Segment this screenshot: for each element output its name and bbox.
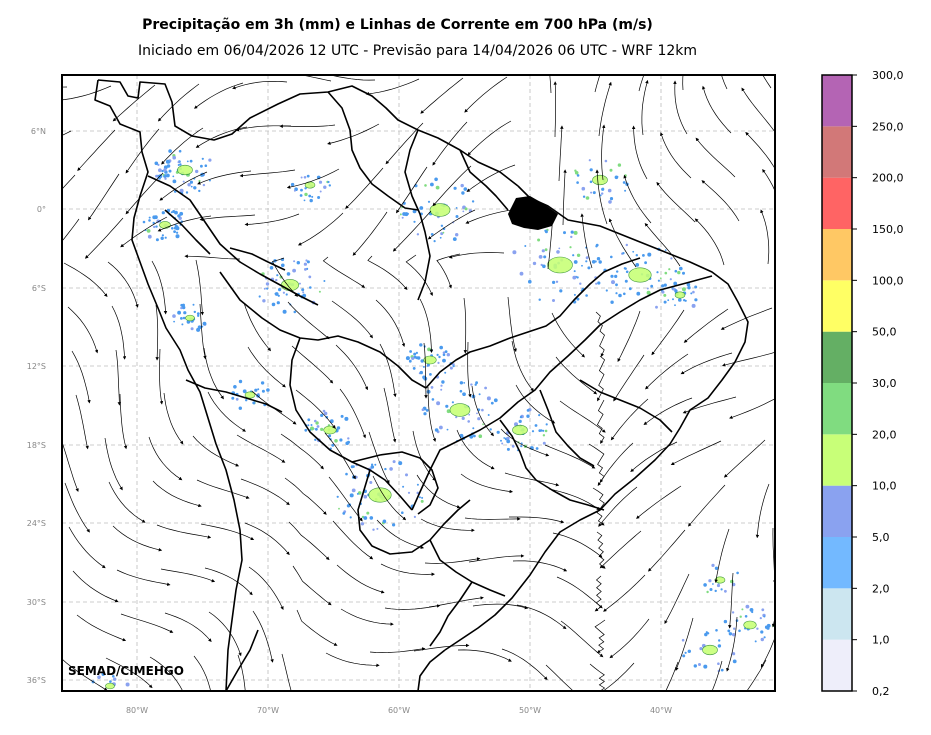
colorbar-segment [822,331,852,383]
colorbar-label: 200,0 [872,172,904,185]
precipitation-field [91,149,775,690]
colorbar-segment [822,537,852,589]
lon-tick-label: 50°W [519,706,541,715]
streamlines [62,75,775,691]
lat-tick-label: 18°S [27,441,46,450]
credit-label: SEMAD/CIMEHGO [68,664,184,678]
map-frame [61,74,776,692]
colorbar-label: 10,0 [872,480,897,493]
colorbar-label: 1,0 [872,634,890,647]
country-borders [94,79,749,691]
colorbar-label: 50,0 [872,326,897,339]
graticule [62,75,775,691]
map-subtitle: Iniciado em 06/04/2026 12 UTC - Previsão… [137,43,698,59]
longitude-labels: 80°W 70°W 60°W 50°W 40°W [126,706,672,715]
colorbar: 0,2 1,0 2,0 5,0 10,0 20,0 30,0 50,0 100,0 150,0 20… [821,69,904,698]
lat-tick-label: 12°S [27,362,46,371]
colorbar-segment [822,383,852,435]
colorbar-label: 30,0 [872,377,897,390]
lat-tick-label: 24°S [27,519,46,528]
colorbar-segment [822,75,852,127]
colorbar-segment [822,177,852,229]
lat-tick-label: 30°S [27,598,46,607]
colorbar-label: 150,0 [872,223,904,236]
colorbar-label: 5,0 [872,531,890,544]
colorbar-segment [822,126,852,178]
colorbar-label: 20,0 [872,428,897,441]
lon-tick-label: 60°W [388,706,410,715]
lon-tick-label: 40°W [650,706,672,715]
colorbar-label: 100,0 [872,274,904,287]
map-title: Precipitação em 3h (mm) e Linhas de Corr… [142,17,653,33]
colorbar-label: 2,0 [872,582,890,595]
colorbar-segment [822,588,852,640]
colorbar-label: 0,2 [872,685,890,698]
colorbar-segment [822,485,852,537]
lat-tick-label: 36°S [27,676,46,685]
lon-tick-label: 80°W [126,706,148,715]
colorbar-segment [822,229,852,281]
latitude-labels: 6°N 0° 6°S 12°S 18°S 24°S 30°S 36°S [27,127,46,685]
lon-tick-label: 70°W [257,706,279,715]
lat-tick-label: 0° [37,205,46,214]
lat-tick-label: 6°N [31,127,46,136]
colorbar-segment [822,434,852,486]
lat-tick-label: 6°S [32,284,46,293]
colorbar-label: 300,0 [872,69,904,82]
colorbar-label: 250,0 [872,120,904,133]
colorbar-segment [822,639,852,691]
colorbar-segment [822,280,852,332]
